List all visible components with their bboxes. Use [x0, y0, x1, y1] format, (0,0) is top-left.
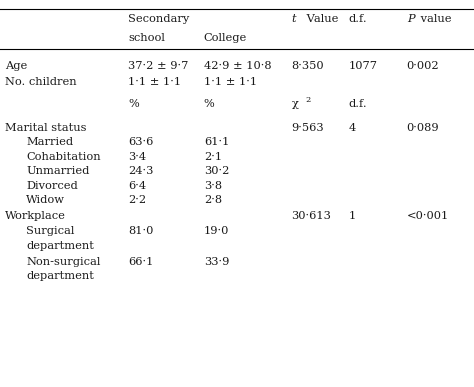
Text: 66·1: 66·1	[128, 257, 154, 267]
Text: P: P	[407, 14, 414, 24]
Text: 2·2: 2·2	[128, 195, 146, 205]
Text: Value: Value	[303, 14, 339, 24]
Text: Surgical: Surgical	[26, 226, 74, 236]
Text: 0·002: 0·002	[407, 61, 439, 71]
Text: <0·001: <0·001	[407, 211, 449, 221]
Text: 24·3: 24·3	[128, 166, 154, 176]
Text: 30·613: 30·613	[292, 211, 331, 221]
Text: 1·1 ± 1·1: 1·1 ± 1·1	[204, 77, 257, 87]
Text: school: school	[128, 33, 165, 43]
Text: 63·6: 63·6	[128, 137, 154, 147]
Text: 3·8: 3·8	[204, 181, 222, 191]
Text: College: College	[204, 33, 247, 43]
Text: %: %	[204, 99, 215, 109]
Text: No. children: No. children	[5, 77, 76, 87]
Text: 2·1: 2·1	[204, 152, 222, 162]
Text: Non-surgical: Non-surgical	[26, 257, 100, 267]
Text: 1077: 1077	[348, 61, 377, 71]
Text: 42·9 ± 10·8: 42·9 ± 10·8	[204, 61, 272, 71]
Text: 3·4: 3·4	[128, 152, 146, 162]
Text: 1·1 ± 1·1: 1·1 ± 1·1	[128, 77, 181, 87]
Text: 37·2 ± 9·7: 37·2 ± 9·7	[128, 61, 188, 71]
Text: 9·563: 9·563	[292, 123, 324, 133]
Text: Widow: Widow	[26, 195, 65, 205]
Text: Age: Age	[5, 61, 27, 71]
Text: department: department	[26, 241, 94, 251]
Text: Marital status: Marital status	[5, 123, 86, 133]
Text: Secondary: Secondary	[128, 14, 189, 24]
Text: 61·1: 61·1	[204, 137, 229, 147]
Text: %: %	[128, 99, 139, 109]
Text: 33·9: 33·9	[204, 257, 229, 267]
Text: 30·2: 30·2	[204, 166, 229, 176]
Text: 4: 4	[348, 123, 356, 133]
Text: 81·0: 81·0	[128, 226, 154, 236]
Text: 1: 1	[348, 211, 356, 221]
Text: Workplace: Workplace	[5, 211, 65, 221]
Text: Divorced: Divorced	[26, 181, 78, 191]
Text: Cohabitation: Cohabitation	[26, 152, 100, 162]
Text: 6·4: 6·4	[128, 181, 146, 191]
Text: department: department	[26, 271, 94, 281]
Text: Married: Married	[26, 137, 73, 147]
Text: Unmarried: Unmarried	[26, 166, 90, 176]
Text: d.f.: d.f.	[348, 14, 367, 24]
Text: χ: χ	[292, 99, 299, 109]
Text: 2·8: 2·8	[204, 195, 222, 205]
Text: t: t	[292, 14, 296, 24]
Text: 19·0: 19·0	[204, 226, 229, 236]
Text: 2: 2	[306, 96, 311, 104]
Text: 8·350: 8·350	[292, 61, 324, 71]
Text: 0·089: 0·089	[407, 123, 439, 133]
Text: d.f.: d.f.	[348, 99, 367, 109]
Text: value: value	[417, 14, 452, 24]
